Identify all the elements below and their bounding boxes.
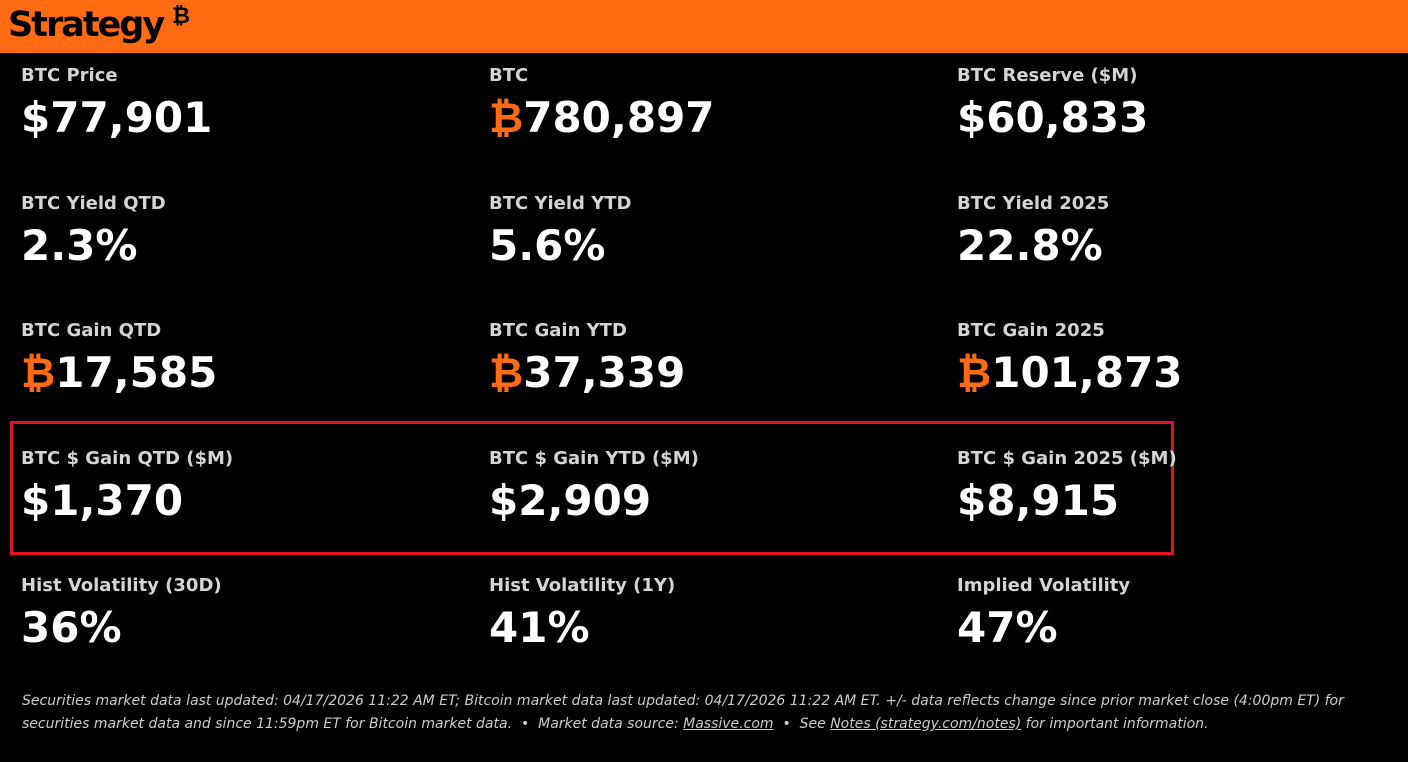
strategy-logo[interactable]: Strategy ₿ [8,2,190,48]
logo-text: Strategy [8,5,165,45]
metric-label: BTC Yield 2025 [957,193,1110,214]
metric-value: $2,909 [489,476,929,526]
footer-see-suffix: for important information. [1025,716,1209,732]
massive-link[interactable]: Massive.com [683,716,774,732]
metric-value: 41% [489,603,929,653]
metric-btc-gain-ytd: BTC Gain YTD ₿37,339 [489,320,929,398]
metric-btc-dollar-gain-qtd: BTC $ Gain QTD ($M) $1,370 [21,448,461,526]
metric-number: 41% [489,603,590,652]
metric-value: ₿17,585 [21,348,461,398]
highlight-box [10,421,1174,555]
notes-link[interactable]: Notes (strategy.com/notes) [830,716,1022,732]
metric-label: BTC $ Gain QTD ($M) [21,448,234,469]
metric-number: 47% [957,603,1058,652]
bitcoin-symbol-icon: ₿ [489,348,524,397]
bitcoin-logo-icon: ₿ [172,4,190,29]
metric-value: ₿101,873 [957,348,1397,398]
metric-value: 22.8% [957,221,1397,271]
metric-label: BTC Gain QTD [21,320,162,341]
footer-disclaimer: Securities market data last updated: 04/… [22,690,1362,736]
metric-number: 22.8% [957,221,1103,270]
metric-hist-volatility-1y: Hist Volatility (1Y) 41% [489,575,929,653]
metric-hist-volatility-30d: Hist Volatility (30D) 36% [21,575,461,653]
metric-number: 101,873 [991,348,1183,397]
metric-number: 37,339 [523,348,686,397]
metric-btc-reserve: BTC Reserve ($M) $60,833 [957,65,1397,143]
metric-btc-dollar-gain-ytd: BTC $ Gain YTD ($M) $2,909 [489,448,929,526]
metric-label: BTC Yield QTD [21,193,166,214]
metric-label: BTC Yield YTD [489,193,632,214]
metric-btc-gain-2025: BTC Gain 2025 ₿101,873 [957,320,1397,398]
metric-value: 36% [21,603,461,653]
footer-update-text: Securities market data last updated: 04/… [22,693,1344,732]
metric-btc-yield-ytd: BTC Yield YTD 5.6% [489,193,929,271]
metric-value: 2.3% [21,221,461,271]
metric-label: BTC Gain YTD [489,320,627,341]
metric-label: BTC Gain 2025 [957,320,1105,341]
metric-number: 780,897 [523,93,715,142]
metric-implied-volatility: Implied Volatility 47% [957,575,1397,653]
metric-label: Hist Volatility (1Y) [489,575,676,596]
metric-number: $1,370 [21,476,184,525]
metric-value: $8,915 [957,476,1397,526]
metric-number: $77,901 [21,93,213,142]
metric-value: $1,370 [21,476,461,526]
top-bar: Strategy ₿ [0,0,1408,53]
footer-see-prefix: See [799,716,826,732]
metric-btc-yield-2025: BTC Yield 2025 22.8% [957,193,1397,271]
metric-label: BTC [489,65,529,86]
metric-label: BTC $ Gain YTD ($M) [489,448,699,469]
metric-btc-yield-qtd: BTC Yield QTD 2.3% [21,193,461,271]
metric-number: $8,915 [957,476,1120,525]
footer-source-prefix: Market data source: [538,716,679,732]
metric-number: 36% [21,603,122,652]
metric-btc-holdings: BTC ₿780,897 [489,65,929,143]
metric-label: BTC $ Gain 2025 ($M) [957,448,1177,469]
metric-value: $77,901 [21,93,461,143]
metric-number: 5.6% [489,221,606,270]
metric-number: $2,909 [489,476,652,525]
metric-label: Hist Volatility (30D) [21,575,222,596]
metric-btc-gain-qtd: BTC Gain QTD ₿17,585 [21,320,461,398]
metric-value: 47% [957,603,1397,653]
metric-number: 17,585 [55,348,218,397]
metric-number: $60,833 [957,93,1149,142]
metric-btc-price: BTC Price $77,901 [21,65,461,143]
metric-value: ₿780,897 [489,93,929,143]
metric-value: 5.6% [489,221,929,271]
metric-btc-dollar-gain-2025: BTC $ Gain 2025 ($M) $8,915 [957,448,1397,526]
metric-label: BTC Reserve ($M) [957,65,1138,86]
metric-number: 2.3% [21,221,138,270]
metric-label: BTC Price [21,65,118,86]
metric-value: ₿37,339 [489,348,929,398]
footer-separator: • [520,716,530,732]
bitcoin-symbol-icon: ₿ [21,348,56,397]
bitcoin-symbol-icon: ₿ [489,93,524,142]
footer-separator: • [782,716,791,732]
metric-label: Implied Volatility [957,575,1131,596]
metric-value: $60,833 [957,93,1397,143]
bitcoin-symbol-icon: ₿ [957,348,992,397]
